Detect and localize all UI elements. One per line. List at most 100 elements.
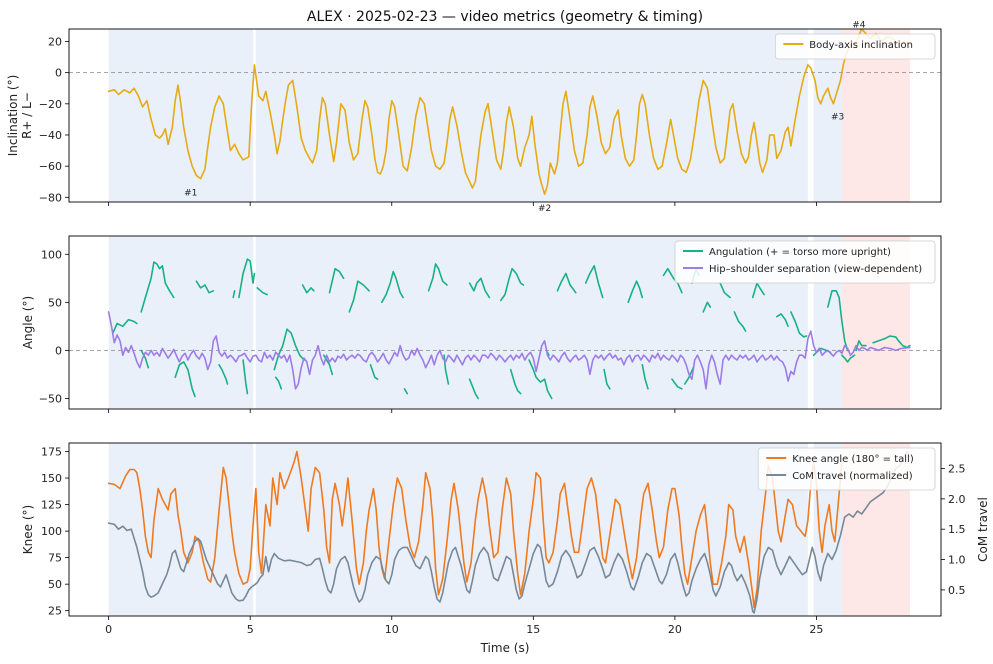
series-line-0 <box>107 450 843 609</box>
y-tick-label: 75 <box>48 552 62 565</box>
y-tick-label: 50 <box>48 578 62 591</box>
y-tick-label: 20 <box>48 35 62 48</box>
y-tick-label: −60 <box>39 160 62 173</box>
series-line-0 <box>348 280 370 313</box>
series-line-0 <box>195 280 215 294</box>
y-tick-label: 150 <box>41 472 62 485</box>
y2-tick-label: 2.0 <box>948 493 966 506</box>
series-line-0 <box>381 270 404 304</box>
series-line-0 <box>468 277 491 299</box>
x-axis-label: Time (s) <box>480 641 530 655</box>
legend-entry: CoM travel (normalized) <box>792 471 913 482</box>
legend: Body-axis inclination <box>774 33 936 60</box>
y2-tick-label: 2.5 <box>948 462 966 475</box>
legend-entry: Knee angle (180° = tall) <box>792 454 914 465</box>
series-line-0 <box>603 368 611 390</box>
y-tick-label: 125 <box>41 499 62 512</box>
series-line-0 <box>218 364 229 385</box>
series-line-0 <box>140 349 150 369</box>
series-line-0 <box>112 318 138 334</box>
legend-box <box>757 447 936 491</box>
series-line-0 <box>232 290 236 299</box>
series-line-0 <box>140 261 175 313</box>
y-tick-label: 0 <box>55 67 62 80</box>
series-line-0 <box>584 265 604 299</box>
x-tick-label: 0 <box>105 623 112 636</box>
series-line-0 <box>872 335 911 349</box>
series-line-0 <box>301 284 315 294</box>
series-line-0 <box>719 282 731 299</box>
chart-title: ALEX · 2025-02-23 — video metrics (geome… <box>307 9 703 25</box>
y-tick-label: −80 <box>39 191 62 204</box>
y-tick-label: −20 <box>39 98 62 111</box>
series-line-0 <box>256 287 268 296</box>
shaded-phase-band <box>255 443 808 616</box>
inclination-panel: 20 0 −20 −40 −60 −80 Inclination (°) R+ / L− Bod… <box>6 20 942 214</box>
legend-box <box>674 240 936 284</box>
x-tick-label: 25 <box>809 623 823 636</box>
y2-tick-label: 1.5 <box>948 523 966 536</box>
series-line-0 <box>684 366 695 385</box>
series-line-0 <box>107 29 911 195</box>
y-tick-label: 0 <box>55 344 62 357</box>
series-line-0 <box>509 368 522 395</box>
shaded-phase-band <box>255 29 808 202</box>
legend: Angulation (+ = torso more upright) Hip–s… <box>674 240 936 284</box>
series-line-0 <box>274 376 283 390</box>
x-tick-label: 15 <box>526 623 540 636</box>
series-line-0 <box>702 301 712 313</box>
series-line-1 <box>107 450 911 614</box>
legend-entry: Hip–shoulder separation (view-dependent) <box>709 264 922 275</box>
y-axis-label: Angle (°) <box>21 296 35 349</box>
y-axis-label: Inclination (°) <box>6 75 20 157</box>
series-line-0 <box>662 267 683 294</box>
series-line-0 <box>238 258 256 299</box>
series-line-0 <box>242 359 249 395</box>
peak-annotation: #3 <box>831 112 844 122</box>
y-tick-label: 175 <box>41 445 62 458</box>
y2-tick-label: 0.5 <box>948 584 966 597</box>
series-line-0 <box>273 328 305 371</box>
legend: Knee angle (180° = tall) CoM travel (norm… <box>757 447 936 491</box>
series-line-1 <box>107 311 911 390</box>
series-line-0 <box>500 267 525 302</box>
series-group <box>107 29 911 195</box>
peak-annotation: #2 <box>538 204 551 214</box>
series-line-0 <box>827 290 849 352</box>
series-line-0 <box>528 359 553 400</box>
series-line-0 <box>855 340 867 352</box>
series-line-0 <box>427 263 448 292</box>
series-line-0 <box>627 280 644 304</box>
series-line-0 <box>671 378 683 390</box>
peak-annotation: #4 <box>852 20 866 30</box>
series-line-0 <box>733 311 747 332</box>
series-line-0 <box>369 364 379 380</box>
shaded-phase-band <box>108 29 254 202</box>
y-tick-label: −40 <box>39 129 62 142</box>
series-line-0 <box>468 378 479 400</box>
y2-axis-label: CoM travel <box>976 497 990 562</box>
y-tick-label: 100 <box>41 525 62 538</box>
x-tick-label: 20 <box>668 623 682 636</box>
series-line-0 <box>174 361 196 398</box>
plot-frame <box>68 28 942 203</box>
y-tick-label: 25 <box>48 605 62 618</box>
plot-frame <box>68 235 942 410</box>
y-tick-label: 100 <box>41 248 62 261</box>
series-line-0 <box>751 282 765 299</box>
series-group <box>107 258 911 400</box>
legend-entry: Body-axis inclination <box>809 40 913 51</box>
peak-annotation: #1 <box>184 189 197 199</box>
series-group <box>107 450 911 614</box>
x-tick-label: 10 <box>385 623 399 636</box>
y-axis-label: R+ / L− <box>20 92 34 139</box>
y-tick-label: 50 <box>48 296 62 309</box>
shaded-phase-band <box>108 236 254 409</box>
series-line-0 <box>790 311 808 338</box>
legend-entry: Angulation (+ = torso more upright) <box>709 247 891 258</box>
legend-box <box>774 33 936 60</box>
y-axis-label: Knee (°) <box>21 505 35 554</box>
series-line-0 <box>641 364 649 390</box>
